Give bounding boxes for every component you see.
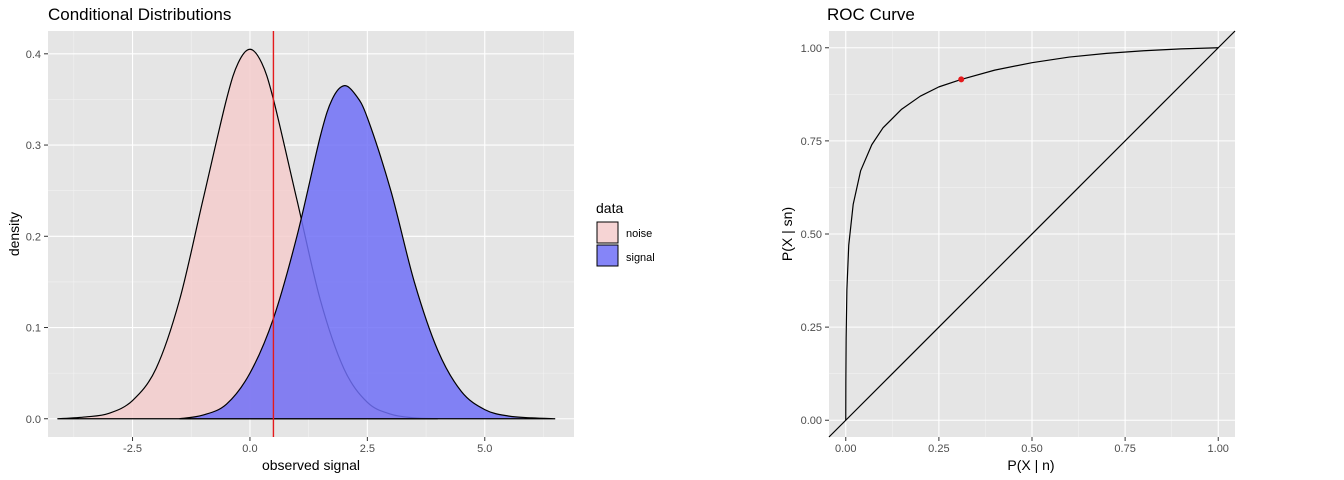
legend-swatch-noise	[596, 221, 619, 244]
left-y-axis-label: density	[6, 212, 22, 256]
operating-point	[958, 76, 965, 83]
right-y-tick-label: 0.75	[801, 136, 822, 148]
right-x-tick-label: 0.50	[1021, 443, 1042, 455]
right-x-tick-label: 0.00	[835, 443, 856, 455]
left-y-tick-label: 0.4	[26, 49, 41, 61]
left-x-tick-label: 5.0	[477, 443, 492, 455]
left-x-axis-label: observed signal	[262, 457, 360, 473]
left-x-tick-label: 0.0	[242, 443, 257, 455]
roc-curve-line	[845, 47, 1219, 421]
left-chart-title: Conditional Distributions	[48, 5, 231, 24]
right-x-tick-label: 1.00	[1208, 443, 1229, 455]
left-y-ticks: 0.0 0.1 0.2 0.3 0.4	[26, 49, 48, 426]
right-y-tick-label: 0.50	[801, 229, 822, 241]
right-y-ticks: 0.00 0.25 0.50 0.75 1.00	[801, 43, 829, 427]
right-y-tick-label: 1.00	[801, 43, 822, 55]
diagonal-line	[828, 30, 1236, 438]
left-x-tick-label: 2.5	[360, 443, 375, 455]
right-x-tick-label: 0.25	[928, 443, 949, 455]
right-x-axis-label: P(X | n)	[1007, 457, 1054, 473]
left-x-ticks: -2.5 0.0 2.5 5.0	[123, 437, 492, 455]
legend-swatch-signal	[596, 244, 619, 267]
right-y-axis-label: P(X | sn)	[779, 207, 795, 261]
legend: data noise signal	[596, 200, 655, 267]
left-y-tick-label: 0.1	[26, 323, 41, 335]
right-chart-title: ROC Curve	[827, 5, 915, 24]
left-y-tick-label: 0.3	[26, 140, 41, 152]
right-x-ticks: 0.00 0.25 0.50 0.75 1.00	[835, 437, 1229, 455]
left-y-tick-label: 0.0	[26, 414, 41, 426]
legend-title: data	[596, 200, 623, 216]
legend-label-noise: noise	[626, 228, 652, 240]
roc-curve-path	[845, 47, 1219, 421]
chance-diagonal-line	[828, 30, 1236, 438]
right-x-tick-label: 0.75	[1114, 443, 1135, 455]
legend-label-signal: signal	[626, 252, 655, 264]
left-x-tick-label: -2.5	[123, 443, 142, 455]
right-y-tick-label: 0.25	[801, 322, 822, 334]
left-y-tick-label: 0.2	[26, 231, 41, 243]
operating-point-marker	[958, 76, 965, 83]
right-y-tick-label: 0.00	[801, 415, 822, 427]
